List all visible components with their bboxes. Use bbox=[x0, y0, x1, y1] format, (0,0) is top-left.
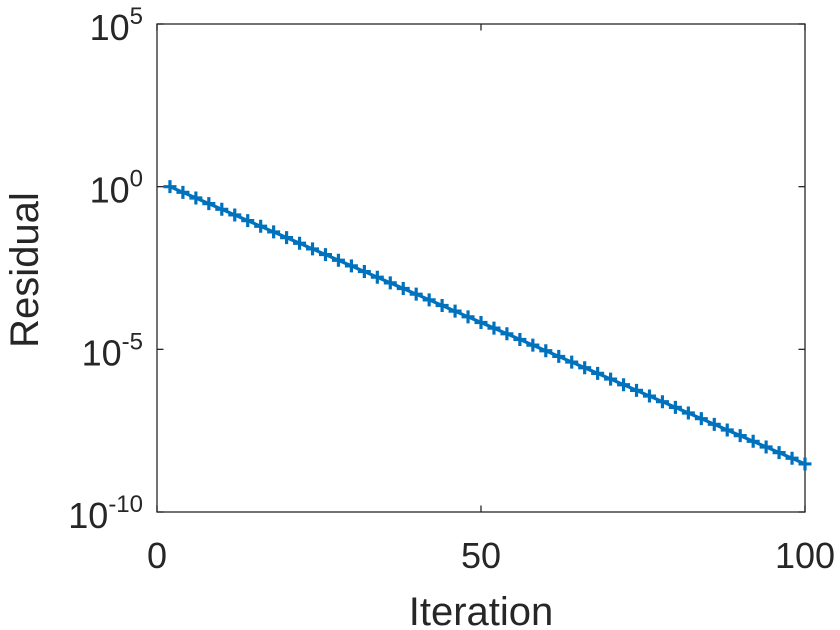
data-point bbox=[500, 327, 514, 341]
data-point bbox=[241, 214, 255, 228]
data-point bbox=[370, 270, 384, 284]
y-tick-label: 105 bbox=[90, 3, 143, 48]
y-tick-label-exponent: 0 bbox=[130, 166, 143, 193]
data-point bbox=[163, 180, 177, 194]
data-point bbox=[720, 423, 734, 437]
data-point bbox=[798, 457, 812, 471]
data-point bbox=[383, 276, 397, 290]
data-point bbox=[254, 219, 268, 233]
data-point bbox=[318, 248, 332, 262]
data-point bbox=[435, 299, 449, 312]
data-point bbox=[461, 310, 475, 324]
data-point bbox=[694, 412, 708, 426]
data-point bbox=[474, 315, 488, 329]
y-tick-label-base: 10 bbox=[90, 170, 130, 211]
y-axis-label: Residual bbox=[3, 192, 47, 348]
y-tick-label-exponent: -10 bbox=[108, 491, 143, 518]
data-point bbox=[344, 259, 358, 273]
data-point bbox=[746, 434, 760, 448]
data-point bbox=[707, 417, 721, 431]
data-point bbox=[772, 446, 786, 460]
data-point bbox=[202, 197, 216, 211]
data-point bbox=[267, 225, 281, 239]
data-point bbox=[422, 293, 436, 307]
series-line bbox=[169, 185, 806, 466]
data-point bbox=[293, 236, 307, 250]
data-point bbox=[655, 395, 669, 409]
data-point bbox=[513, 332, 527, 346]
data-point bbox=[578, 361, 592, 375]
y-tick-label: 10-5 bbox=[82, 328, 143, 373]
x-tick-label: 100 bbox=[775, 535, 835, 576]
y-tick-label-base: 10 bbox=[68, 495, 108, 536]
y-tick-label: 10-10 bbox=[68, 491, 143, 536]
data-point bbox=[526, 338, 540, 352]
y-tick-label-base: 10 bbox=[90, 7, 130, 48]
data-point bbox=[668, 400, 682, 414]
data-point bbox=[733, 429, 747, 443]
x-tick-label: 0 bbox=[147, 535, 167, 576]
data-point bbox=[176, 185, 190, 199]
data-point bbox=[306, 242, 320, 256]
data-point bbox=[539, 344, 553, 358]
data-point bbox=[448, 304, 462, 318]
data-point bbox=[331, 253, 345, 267]
data-point bbox=[604, 372, 618, 386]
axes bbox=[156, 23, 806, 513]
data-point bbox=[591, 366, 605, 380]
data-point bbox=[565, 355, 579, 369]
series-layer bbox=[163, 180, 812, 471]
y-tick-label-exponent: -5 bbox=[122, 328, 143, 355]
y-tick-label-base: 10 bbox=[82, 332, 122, 373]
data-point bbox=[280, 231, 294, 245]
data-point bbox=[228, 208, 242, 222]
data-point bbox=[552, 349, 566, 363]
data-point bbox=[681, 406, 695, 420]
data-point bbox=[487, 321, 501, 335]
data-point bbox=[785, 451, 799, 465]
data-point bbox=[396, 282, 410, 296]
x-tick-label: 50 bbox=[461, 535, 501, 576]
plot-box bbox=[156, 23, 806, 513]
data-point bbox=[642, 389, 656, 403]
y-tick-label: 100 bbox=[90, 166, 143, 211]
data-point bbox=[617, 378, 631, 392]
data-point bbox=[409, 287, 423, 301]
data-point bbox=[215, 202, 229, 216]
data-point bbox=[630, 383, 644, 397]
y-tick-label-exponent: 5 bbox=[130, 3, 143, 30]
data-point bbox=[357, 265, 371, 279]
x-axis-label: Iteration bbox=[409, 590, 554, 630]
data-point bbox=[759, 440, 773, 454]
series-0 bbox=[163, 180, 812, 471]
data-point bbox=[189, 191, 203, 205]
